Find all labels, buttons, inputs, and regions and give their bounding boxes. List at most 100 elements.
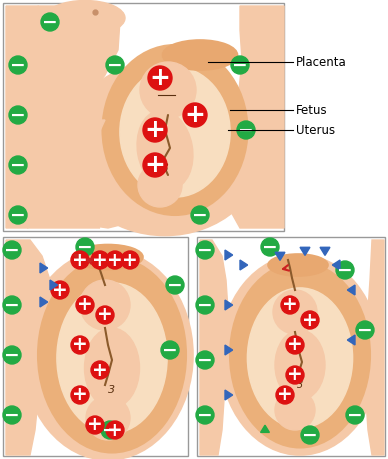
Text: 3: 3 xyxy=(297,380,303,390)
Text: −: − xyxy=(197,351,213,370)
Text: +: + xyxy=(185,103,205,127)
Polygon shape xyxy=(225,345,233,355)
Text: −: − xyxy=(197,406,213,425)
Circle shape xyxy=(281,296,299,314)
Polygon shape xyxy=(347,285,355,295)
Polygon shape xyxy=(225,390,233,400)
Polygon shape xyxy=(261,425,269,432)
Text: −: − xyxy=(4,346,20,365)
Circle shape xyxy=(106,56,124,74)
Text: +: + xyxy=(77,296,93,314)
Circle shape xyxy=(101,421,119,439)
Polygon shape xyxy=(300,247,310,255)
Text: −: − xyxy=(302,426,318,445)
Text: +: + xyxy=(107,420,123,440)
Text: −: − xyxy=(42,13,58,32)
Circle shape xyxy=(191,206,209,224)
Text: −: − xyxy=(162,341,178,360)
Text: −: − xyxy=(337,261,353,280)
Circle shape xyxy=(3,406,21,424)
Text: −: − xyxy=(10,106,26,125)
Polygon shape xyxy=(347,335,355,345)
Text: Uterus: Uterus xyxy=(296,123,335,136)
Polygon shape xyxy=(6,6,42,228)
Circle shape xyxy=(9,106,27,124)
Text: −: − xyxy=(4,406,20,425)
Circle shape xyxy=(80,280,130,330)
Text: −: − xyxy=(197,241,213,260)
Circle shape xyxy=(51,281,69,299)
Circle shape xyxy=(106,421,124,439)
Bar xyxy=(3,237,188,456)
Circle shape xyxy=(286,366,304,384)
Text: +: + xyxy=(72,386,88,404)
Text: +: + xyxy=(72,336,88,354)
Text: +: + xyxy=(287,365,303,385)
Circle shape xyxy=(140,62,196,118)
Text: −: − xyxy=(238,121,254,140)
Text: −: − xyxy=(192,206,208,225)
Polygon shape xyxy=(50,280,58,290)
Polygon shape xyxy=(333,260,340,270)
Bar xyxy=(3,3,284,231)
Circle shape xyxy=(301,426,319,444)
Circle shape xyxy=(9,206,27,224)
Ellipse shape xyxy=(248,288,353,428)
Ellipse shape xyxy=(38,257,186,453)
Ellipse shape xyxy=(163,40,237,70)
Circle shape xyxy=(91,251,109,269)
Circle shape xyxy=(196,241,214,259)
Text: +: + xyxy=(149,66,170,90)
Circle shape xyxy=(183,103,207,127)
Circle shape xyxy=(166,276,184,294)
Circle shape xyxy=(196,351,214,369)
Text: +: + xyxy=(145,153,165,177)
Ellipse shape xyxy=(45,0,125,35)
Text: +: + xyxy=(302,310,318,330)
Ellipse shape xyxy=(85,201,115,223)
Circle shape xyxy=(196,296,214,314)
Circle shape xyxy=(121,251,139,269)
Ellipse shape xyxy=(65,61,265,235)
Text: +: + xyxy=(282,296,298,314)
Text: +: + xyxy=(92,251,108,269)
Circle shape xyxy=(336,261,354,279)
Text: 3: 3 xyxy=(108,385,116,395)
Circle shape xyxy=(273,290,317,334)
Text: +: + xyxy=(145,118,165,142)
Polygon shape xyxy=(240,260,248,270)
Text: +: + xyxy=(92,360,108,380)
Circle shape xyxy=(86,396,130,440)
Text: +: + xyxy=(287,336,303,354)
Circle shape xyxy=(275,390,315,430)
Circle shape xyxy=(143,118,167,142)
Text: −: − xyxy=(347,406,363,425)
Circle shape xyxy=(196,406,214,424)
Circle shape xyxy=(161,341,179,359)
Circle shape xyxy=(71,386,89,404)
Circle shape xyxy=(71,251,89,269)
Circle shape xyxy=(3,346,21,364)
Ellipse shape xyxy=(23,250,193,459)
Ellipse shape xyxy=(220,255,380,455)
Circle shape xyxy=(76,296,94,314)
Text: +: + xyxy=(72,251,88,269)
Circle shape xyxy=(276,386,294,404)
Circle shape xyxy=(71,336,89,354)
Circle shape xyxy=(41,13,59,31)
Polygon shape xyxy=(228,6,284,228)
Circle shape xyxy=(143,153,167,177)
Polygon shape xyxy=(225,250,233,260)
Text: −: − xyxy=(4,296,20,315)
Ellipse shape xyxy=(275,330,325,400)
Circle shape xyxy=(148,66,172,90)
Ellipse shape xyxy=(120,67,230,197)
Text: 3: 3 xyxy=(161,162,169,174)
Circle shape xyxy=(261,238,279,256)
Text: −: − xyxy=(102,421,118,440)
Circle shape xyxy=(3,241,21,259)
Text: −: − xyxy=(167,276,183,295)
Text: +: + xyxy=(277,386,293,404)
Circle shape xyxy=(301,311,319,329)
Text: −: − xyxy=(357,321,373,340)
